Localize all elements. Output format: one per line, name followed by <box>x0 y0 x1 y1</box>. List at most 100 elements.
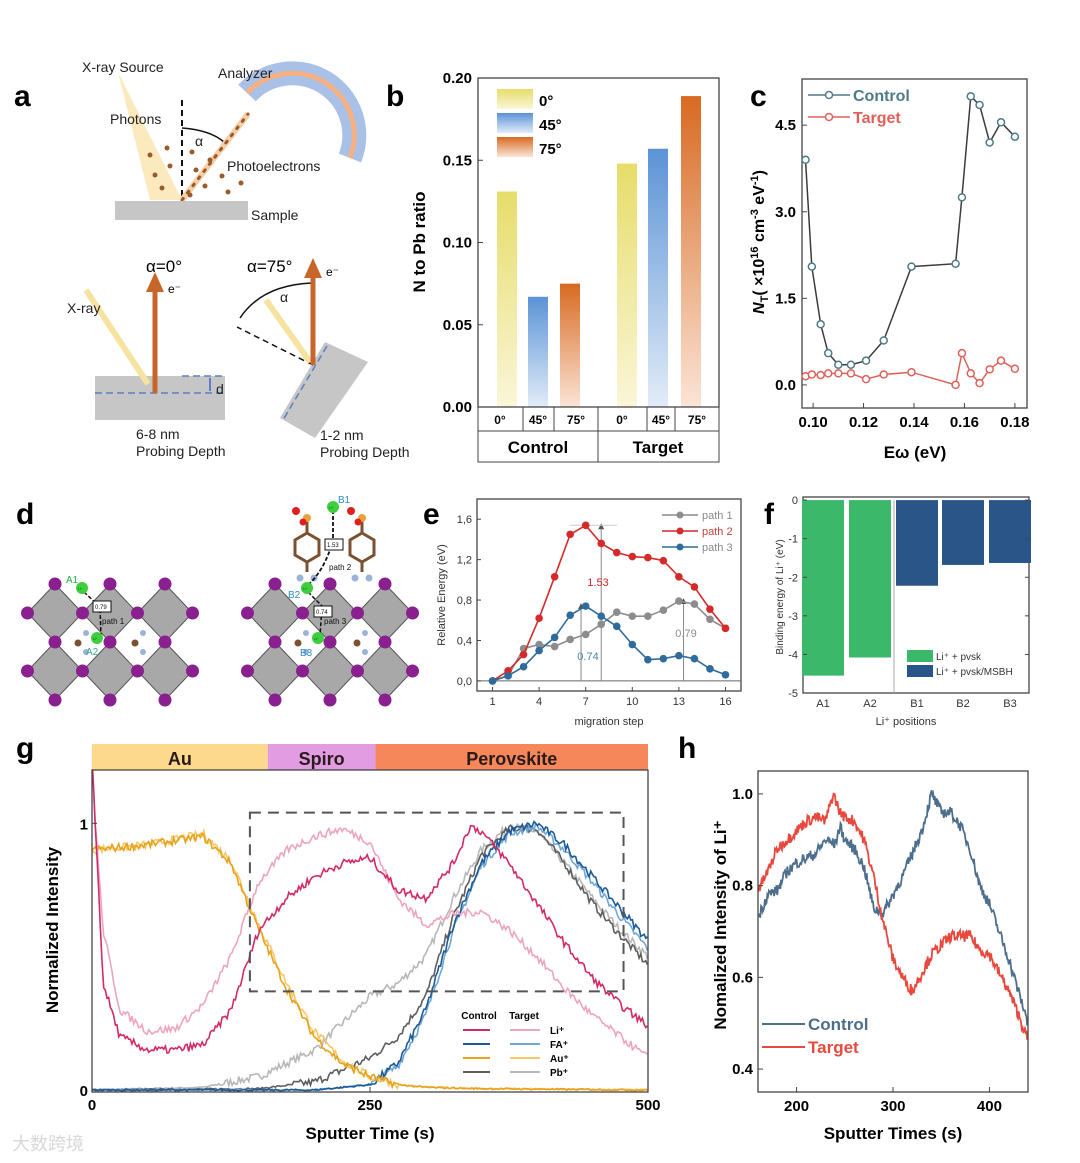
legend-ion-label: Au⁺ <box>550 1054 569 1065</box>
data-point-target <box>985 365 994 374</box>
x-tick-label: 1 <box>489 696 495 708</box>
li-ion-label: Li⁺ <box>78 587 83 591</box>
label-probing-depth-left: Probing Depth <box>136 443 226 459</box>
series-line-path-2 <box>492 524 727 682</box>
legend-label-target: Target <box>808 1038 859 1057</box>
data-point-target <box>816 370 825 380</box>
legend-swatch <box>497 113 533 133</box>
legend-ion-label: Li⁺ <box>550 1026 564 1037</box>
tilted-angle-arc <box>239 282 313 319</box>
label-alpha-0: α=0° <box>146 257 182 276</box>
data-point <box>659 606 668 614</box>
sample-block <box>115 201 248 220</box>
legend-label: Li⁺ + pvsk <box>936 652 982 663</box>
legend-label: path 1 <box>702 510 733 522</box>
legend-label: path 2 <box>702 526 733 538</box>
data-point-control <box>807 262 817 271</box>
barrier-label: 0.74 <box>577 651 598 663</box>
label-depth-d: d <box>216 381 224 397</box>
iodide-atom <box>323 635 337 649</box>
iodide-atom <box>103 635 117 649</box>
series-line-control-li- <box>92 770 648 1055</box>
bar-control-2 <box>560 283 580 407</box>
iodide-atom <box>103 577 117 591</box>
iodide-atom <box>378 635 392 649</box>
y-axis-label-part: -1 <box>749 175 761 185</box>
iodide-atom <box>268 635 282 649</box>
data-point <box>597 539 606 548</box>
label-photoelectrons: Photoelectrons <box>227 158 320 174</box>
iodide-atom <box>268 693 282 707</box>
x-tick-label: 4 <box>536 696 542 708</box>
x-tick-label: A2 <box>863 698 876 710</box>
plot-frame <box>476 498 742 692</box>
bar-B3 <box>989 500 1031 563</box>
legend-label-control: Control <box>853 88 910 105</box>
iodide-atom <box>378 693 392 707</box>
layer-label-au: Au <box>168 749 192 769</box>
y-tick-label: 0 <box>80 1083 88 1100</box>
legend-label-target: Target <box>853 110 901 127</box>
plot-frame <box>757 770 1029 1093</box>
y-tick-label: 0 <box>792 495 798 507</box>
legend-swatch <box>907 665 933 677</box>
x-tick-label: B2 <box>956 698 969 710</box>
x-tick-label: 13 <box>673 696 685 708</box>
data-point <box>612 548 621 557</box>
photon-beam <box>118 72 182 200</box>
sample-normal <box>95 376 225 420</box>
y-tick-label: 1,6 <box>457 514 472 526</box>
x-tick-label: 7 <box>583 696 589 708</box>
y-tick-label: 0.15 <box>443 152 472 169</box>
legend-label: 45° <box>539 117 562 134</box>
x-axis-label: migration step <box>574 716 643 728</box>
y-axis-label-part: ) <box>751 170 768 175</box>
category-label: 45° <box>529 413 547 427</box>
label-photons: Photons <box>110 111 161 127</box>
x-tick-label: 300 <box>880 1098 905 1115</box>
octahedron <box>26 583 84 643</box>
y-tick-label: 1 <box>80 816 88 833</box>
data-point-target <box>1010 364 1020 374</box>
data-point-target <box>907 367 916 377</box>
series-line-path-3 <box>492 605 726 682</box>
x-tick-label: 400 <box>977 1098 1002 1115</box>
category-label: 75° <box>688 413 706 427</box>
data-point <box>566 611 574 620</box>
data-point <box>535 614 543 623</box>
barrier-box-0.79: 0.79 <box>95 605 107 611</box>
site-label-b1: B1 <box>338 495 351 506</box>
x-tick-label: 0 <box>88 1097 96 1114</box>
bar-target-2 <box>681 96 701 407</box>
data-point <box>628 552 637 561</box>
li-ion-label: Li⁺ <box>93 637 98 641</box>
label-alpha: α <box>195 133 203 149</box>
y-tick-label: 0,0 <box>457 676 472 688</box>
x-axis-label: Li⁺ positions <box>876 716 937 728</box>
y-axis-label: Nomalized Intensity of Li⁺ <box>711 820 730 1029</box>
iodide-atom <box>21 606 34 620</box>
panel-label-c: c <box>750 80 767 113</box>
bar-control-0 <box>497 191 517 407</box>
legend-ion-label: Pb⁺ <box>550 1068 568 1079</box>
x-tick-label: 0.12 <box>849 414 878 431</box>
data-point-target <box>957 348 967 358</box>
data-point-control <box>861 356 871 365</box>
y-tick-label: -1 <box>788 534 798 546</box>
data-point-control <box>816 320 825 329</box>
layer-label-perovskite: Perovskite <box>466 749 557 769</box>
legend-header-target: Target <box>509 1011 539 1022</box>
octahedron <box>136 641 194 701</box>
data-point <box>659 654 668 663</box>
data-point-control <box>907 262 916 271</box>
data-point-control <box>834 360 843 369</box>
legend-swatch <box>497 137 533 157</box>
iodide-atom <box>48 577 62 591</box>
data-point <box>721 624 730 633</box>
iodide-atom <box>48 635 62 649</box>
y-tick-label: 1.5 <box>775 290 796 307</box>
x-tick-label: 10 <box>626 696 638 708</box>
x-tick-label: 0.18 <box>1000 414 1029 431</box>
barrier-label: 0.79 <box>675 628 696 640</box>
